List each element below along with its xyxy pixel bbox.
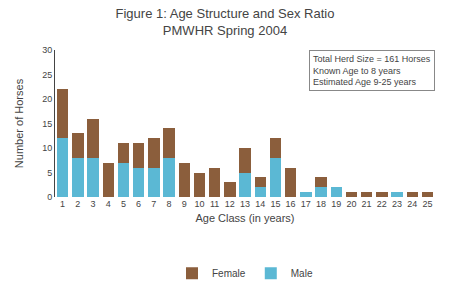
svg-text:3: 3 xyxy=(90,199,95,209)
svg-text:10: 10 xyxy=(42,143,52,153)
svg-text:7: 7 xyxy=(151,199,156,209)
svg-text:6: 6 xyxy=(136,199,141,209)
svg-text:25: 25 xyxy=(42,70,52,80)
svg-text:13: 13 xyxy=(240,199,250,209)
svg-text:2: 2 xyxy=(75,199,80,209)
svg-text:Number of Horses: Number of Horses xyxy=(13,78,25,168)
svg-text:1: 1 xyxy=(60,199,65,209)
svg-text:20: 20 xyxy=(42,94,52,104)
svg-text:25: 25 xyxy=(422,199,432,209)
svg-text:Figure 1: Age Structure and Se: Figure 1: Age Structure and Sex RatioPMW… xyxy=(116,6,335,38)
svg-text:12: 12 xyxy=(225,199,235,209)
svg-text:24: 24 xyxy=(407,199,417,209)
svg-text:Total Herd Size = 161 HorsesKn: Total Herd Size = 161 HorsesKnown Age to… xyxy=(313,54,431,87)
svg-text:19: 19 xyxy=(331,199,341,209)
svg-text:15: 15 xyxy=(42,119,52,129)
svg-text:0: 0 xyxy=(47,192,52,202)
svg-text:16: 16 xyxy=(286,199,296,209)
svg-text:22: 22 xyxy=(377,199,387,209)
svg-text:15: 15 xyxy=(270,199,280,209)
svg-text:23: 23 xyxy=(392,199,402,209)
svg-text:9: 9 xyxy=(182,199,187,209)
svg-text:14: 14 xyxy=(255,199,265,209)
svg-text:20: 20 xyxy=(346,199,356,209)
svg-text:10: 10 xyxy=(194,199,204,209)
svg-text:4: 4 xyxy=(106,199,111,209)
svg-text:Female: Female xyxy=(212,268,246,279)
svg-text:5: 5 xyxy=(121,199,126,209)
svg-text:17: 17 xyxy=(301,199,311,209)
svg-text:Male: Male xyxy=(291,268,313,279)
svg-text:30: 30 xyxy=(42,45,52,55)
svg-text:8: 8 xyxy=(166,199,171,209)
svg-text:18: 18 xyxy=(316,199,326,209)
svg-text:5: 5 xyxy=(47,168,52,178)
svg-text:11: 11 xyxy=(210,199,219,209)
svg-text:21: 21 xyxy=(362,199,372,209)
svg-text:Age Class (in years): Age Class (in years) xyxy=(195,212,294,224)
